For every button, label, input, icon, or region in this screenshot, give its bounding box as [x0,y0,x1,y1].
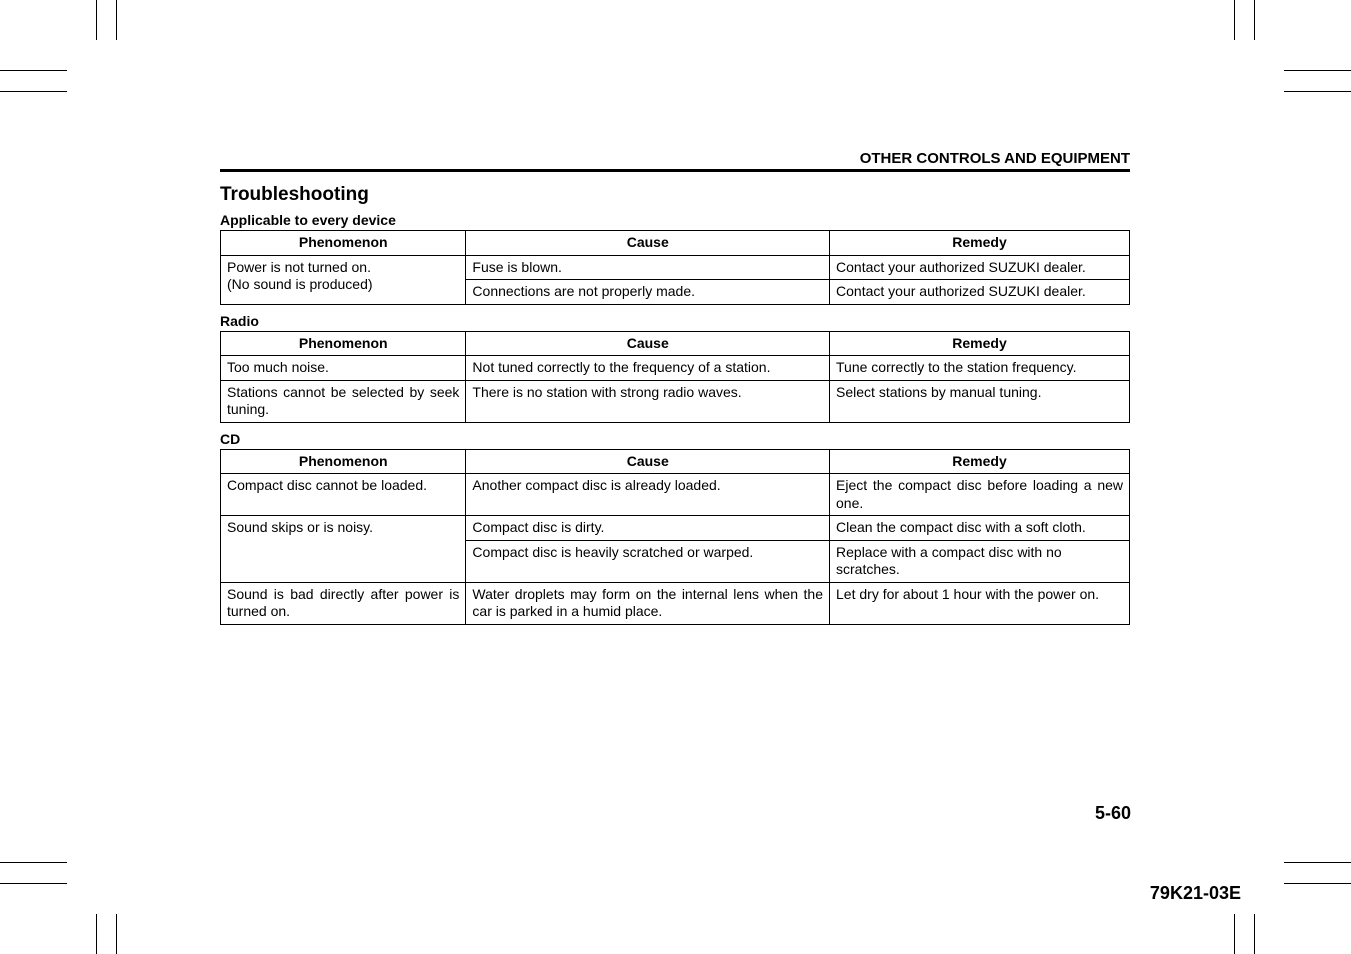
col-header-phenomenon: Phenomenon [221,231,466,256]
cell-phenomenon: Sound is bad directly after power is tur… [221,582,466,624]
col-header-cause: Cause [466,331,830,356]
col-header-remedy: Remedy [830,331,1130,356]
crop-mark [1234,0,1235,40]
crop-mark [0,883,67,884]
table-row: Too much noise. Not tuned correctly to t… [221,356,1130,381]
cell-phenomenon: Power is not turned on. (No sound is pro… [221,255,466,304]
table-row: Compact disc cannot be loaded. Another c… [221,474,1130,516]
crop-mark [96,0,97,40]
col-header-remedy: Remedy [830,449,1130,474]
cell-remedy: Contact your authorized SUZUKI dealer. [830,280,1130,305]
table-heading-cd: CD [220,431,1130,447]
table-row: Phenomenon Cause Remedy [221,231,1130,256]
crop-mark [1234,914,1235,954]
table-cd: Phenomenon Cause Remedy Compact disc can… [220,449,1130,625]
crop-mark [1254,0,1255,40]
cell-cause: Another compact disc is already loaded. [466,474,830,516]
table-radio: Phenomenon Cause Remedy Too much noise. … [220,331,1130,423]
table-row: Sound is bad directly after power is tur… [221,582,1130,624]
col-header-phenomenon: Phenomenon [221,331,466,356]
table-row: Power is not turned on. (No sound is pro… [221,255,1130,280]
col-header-phenomenon: Phenomenon [221,449,466,474]
table-row: Sound skips or is noisy. Compact disc is… [221,516,1130,541]
section-title: OTHER CONTROLS AND EQUIPMENT [860,150,1130,167]
crop-mark [0,70,67,71]
crop-mark [96,914,97,954]
cell-remedy: Contact your authorized SUZUKI dealer. [830,255,1130,280]
table-row: Stations cannot be selected by seek tuni… [221,380,1130,422]
cell-remedy: Select stations by manual tuning. [830,380,1130,422]
document-code: 79K21-03E [1150,883,1241,904]
cell-phenomenon: Stations cannot be selected by seek tuni… [221,380,466,422]
crop-mark [0,862,67,863]
cell-remedy: Let dry for about 1 hour with the power … [830,582,1130,624]
cell-remedy: Tune correctly to the station frequency. [830,356,1130,381]
crop-mark [116,914,117,954]
cell-cause: Not tuned correctly to the frequency of … [466,356,830,381]
cell-cause: Water droplets may form on the internal … [466,582,830,624]
cell-phenomenon: Sound skips or is noisy. [221,516,466,583]
table-row: Phenomenon Cause Remedy [221,331,1130,356]
crop-mark [116,0,117,40]
cell-cause: Fuse is blown. [466,255,830,280]
cell-remedy: Eject the compact disc before loading a … [830,474,1130,516]
cell-phenomenon: Compact disc cannot be loaded. [221,474,466,516]
table-applicable: Phenomenon Cause Remedy Power is not tur… [220,230,1130,305]
section-header-rule: OTHER CONTROLS AND EQUIPMENT [220,150,1130,172]
crop-mark [0,91,67,92]
page-title: Troubleshooting [220,184,1130,206]
col-header-remedy: Remedy [830,231,1130,256]
crop-mark [1284,862,1351,863]
cell-cause: There is no station with strong radio wa… [466,380,830,422]
cell-remedy: Replace with a compact disc with no scra… [830,540,1130,582]
table-row: Phenomenon Cause Remedy [221,449,1130,474]
table-heading-radio: Radio [220,313,1130,329]
crop-mark [1254,914,1255,954]
col-header-cause: Cause [466,449,830,474]
crop-mark [1284,70,1351,71]
col-header-cause: Cause [466,231,830,256]
page-content: OTHER CONTROLS AND EQUIPMENT Troubleshoo… [220,150,1130,633]
cell-cause: Compact disc is heavily scratched or war… [466,540,830,582]
page-number: 5-60 [1095,803,1131,824]
cell-phenomenon: Too much noise. [221,356,466,381]
crop-mark [1284,91,1351,92]
table-heading-applicable: Applicable to every device [220,212,1130,228]
cell-cause: Connections are not properly made. [466,280,830,305]
cell-cause: Compact disc is dirty. [466,516,830,541]
crop-mark [1284,883,1351,884]
cell-remedy: Clean the compact disc with a soft cloth… [830,516,1130,541]
